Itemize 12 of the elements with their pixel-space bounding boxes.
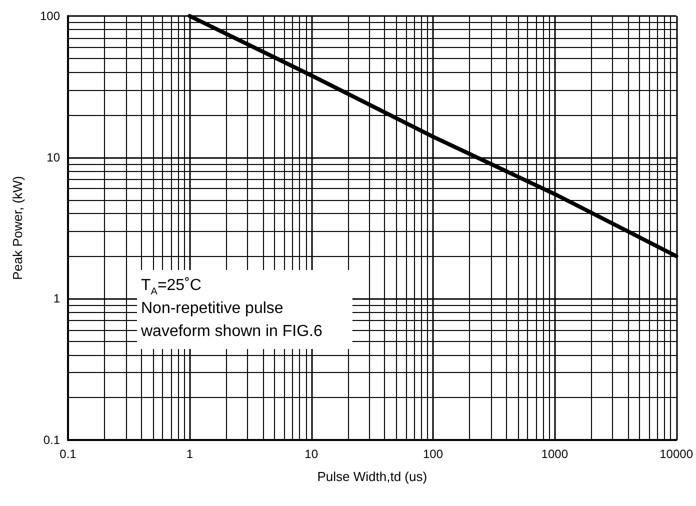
y-tick-label: 10	[46, 150, 60, 164]
y-axis-title: Peak Power, (kW)	[10, 176, 25, 280]
y-tick-label: 1	[53, 292, 60, 306]
x-tick-label: 1000	[541, 447, 568, 461]
y-tick-label: 100	[40, 9, 60, 23]
y-tick-label: 0.1	[43, 433, 60, 447]
x-axis-title: Pulse Width,td (us)	[317, 469, 428, 484]
x-tick-label: 1	[186, 447, 194, 461]
x-tick-label: 10000	[660, 447, 694, 461]
x-tick-label: 100	[422, 447, 444, 461]
x-tick-label: 0.1	[60, 447, 77, 461]
x-tick-label: 10	[304, 447, 318, 461]
